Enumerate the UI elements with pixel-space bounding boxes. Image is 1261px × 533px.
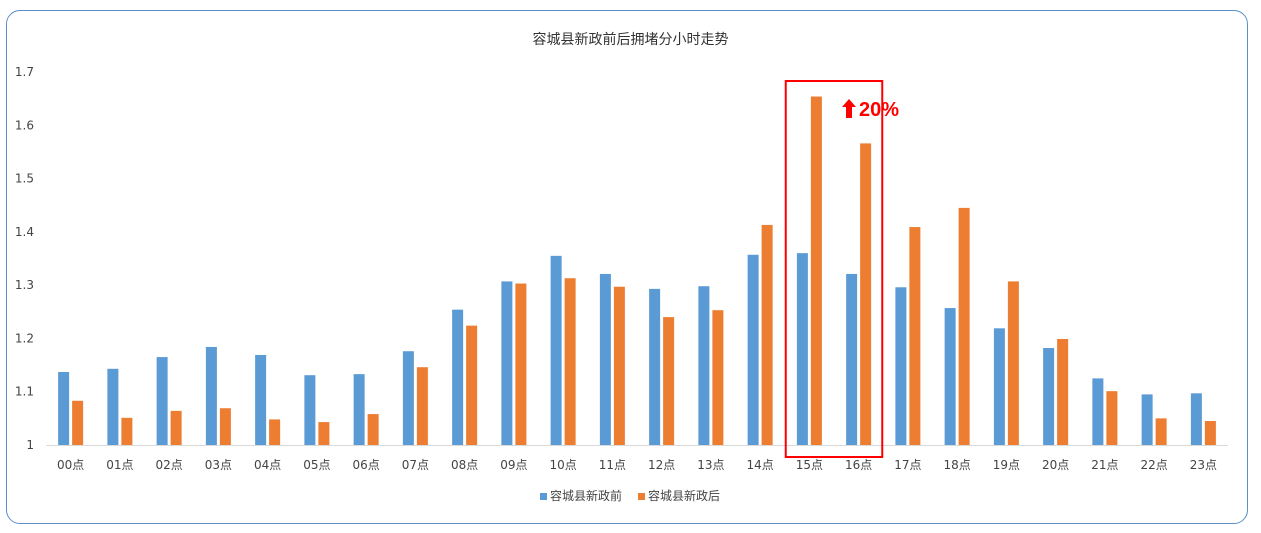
bar-after-15点: [810, 96, 822, 445]
x-tick-label: 23点: [1190, 458, 1217, 472]
y-tick-label: 1.7: [15, 65, 34, 79]
y-axis-ticks: 1 1.1 1.2 1.3 1.4 1.5 1.6 1.7: [15, 65, 34, 452]
bar-after-22点: [1155, 418, 1167, 445]
bar-after-21点: [1106, 391, 1118, 445]
x-tick-label: 00点: [57, 458, 84, 472]
y-tick-label: 1: [26, 438, 34, 452]
bar-before-06点: [353, 374, 365, 445]
bar-before-11点: [599, 273, 611, 445]
bar-after-18点: [958, 207, 970, 445]
bar-before-15点: [796, 253, 808, 445]
legend-swatch: [540, 493, 547, 500]
bar-after-20点: [1057, 338, 1069, 445]
legend-swatch: [638, 493, 645, 500]
y-tick-label: 1.1: [15, 385, 34, 399]
bar-before-16点: [846, 273, 858, 445]
y-tick-label: 1.2: [15, 331, 34, 345]
x-tick-label: 18点: [943, 458, 970, 472]
bar-before-20点: [1043, 348, 1055, 445]
highlight-box: [784, 80, 884, 458]
bar-before-19点: [993, 328, 1005, 445]
bar-after-11点: [613, 286, 625, 445]
y-tick-label: 1.6: [15, 118, 34, 132]
x-tick-label: 19点: [993, 458, 1020, 472]
bar-after-06点: [367, 414, 379, 445]
x-tick-label: 05点: [303, 458, 330, 472]
bar-after-16点: [860, 143, 872, 445]
bar-after-09点: [515, 283, 527, 445]
bar-before-22点: [1141, 394, 1153, 445]
legend-label: 容城县新政前: [550, 488, 622, 503]
x-tick-label: 14点: [746, 458, 773, 472]
y-tick-label: 1.4: [15, 225, 34, 239]
bar-after-17点: [909, 227, 921, 445]
bar-before-00点: [58, 372, 70, 445]
bar-before-07点: [402, 351, 414, 445]
x-axis-ticks: 00点 01点 02点 03点 04点 05点 06点 07点 08点 09点 10点 11点 12点 1…: [57, 458, 1217, 472]
x-tick-label: 20点: [1042, 458, 1069, 472]
bars-layer: [58, 96, 1216, 445]
bar-after-04点: [269, 419, 281, 445]
x-tick-label: 06点: [352, 458, 379, 472]
x-tick-label: 02点: [155, 458, 182, 472]
bar-after-12点: [663, 317, 675, 445]
legend-label: 容城县新政后: [648, 488, 720, 503]
bar-after-05点: [318, 422, 330, 445]
bar-before-09点: [501, 281, 513, 445]
x-tick-label: 04点: [254, 458, 281, 472]
annotation-label: 20%: [859, 99, 899, 121]
bar-before-02点: [156, 357, 168, 445]
bar-after-23点: [1204, 421, 1216, 445]
bar-before-23点: [1190, 393, 1202, 445]
x-tick-label: 16点: [845, 458, 872, 472]
chart-title: 容城县新政前后拥堵分小时走势: [532, 32, 729, 48]
bar-after-03点: [219, 408, 231, 445]
bar-before-12点: [649, 288, 661, 445]
bar-before-05点: [304, 375, 316, 445]
bar-after-02点: [170, 410, 182, 445]
bar-after-19点: [1007, 281, 1019, 445]
x-tick-label: 21点: [1091, 458, 1118, 472]
bar-before-01点: [107, 368, 119, 445]
y-tick-label: 1.3: [15, 278, 34, 292]
bar-after-00点: [72, 400, 84, 445]
x-tick-label: 13点: [697, 458, 724, 472]
x-tick-label: 08点: [451, 458, 478, 472]
bar-after-08点: [466, 325, 478, 445]
x-tick-label: 01点: [106, 458, 133, 472]
x-tick-label: 09点: [500, 458, 527, 472]
bar-before-08点: [452, 309, 464, 445]
x-tick-label: 03点: [205, 458, 232, 472]
bar-before-21点: [1092, 378, 1104, 445]
bar-after-14点: [761, 224, 773, 445]
x-tick-label: 07点: [402, 458, 429, 472]
up-arrow-icon: [842, 99, 856, 118]
bar-after-01点: [121, 417, 133, 445]
x-tick-label: 15点: [796, 458, 823, 472]
bar-before-03点: [205, 346, 217, 445]
x-tick-label: 17点: [894, 458, 921, 472]
legend: 容城县新政前 容城县新政后: [540, 488, 720, 503]
bar-before-10点: [550, 255, 562, 445]
x-tick-label: 10点: [549, 458, 576, 472]
bar-after-10点: [564, 278, 576, 445]
bar-before-13点: [698, 286, 710, 445]
annotation-group: 20%: [842, 99, 899, 121]
x-tick-label: 12点: [648, 458, 675, 472]
x-tick-label: 22点: [1140, 458, 1167, 472]
x-tick-label: 11点: [599, 458, 626, 472]
bar-before-17点: [895, 287, 907, 445]
bar-after-13点: [712, 310, 724, 445]
bar-before-04点: [255, 354, 267, 445]
bar-after-07点: [416, 367, 428, 445]
bar-before-14点: [747, 254, 759, 445]
bar-before-18点: [944, 308, 956, 445]
y-tick-label: 1.5: [15, 172, 34, 186]
